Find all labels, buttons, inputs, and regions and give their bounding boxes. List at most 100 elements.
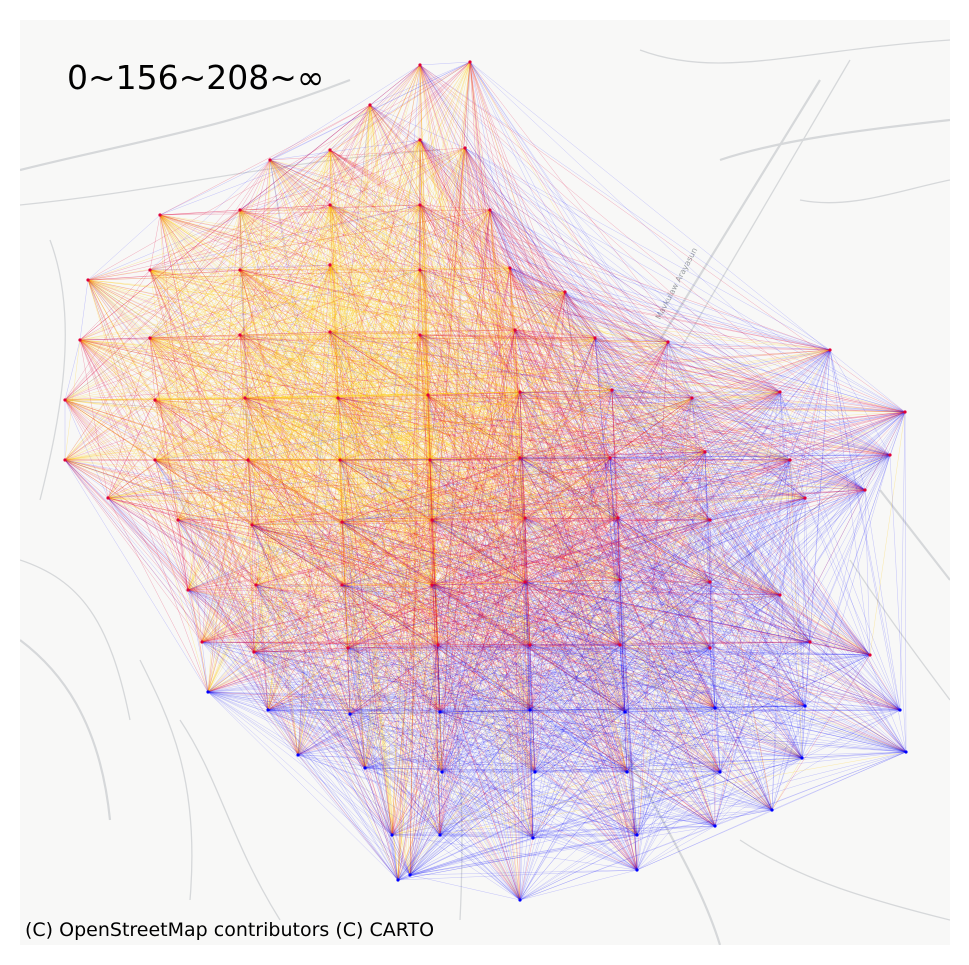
grid-node <box>78 338 82 342</box>
flow-line <box>329 264 366 769</box>
flow-line <box>364 64 421 769</box>
flow-line <box>177 519 209 693</box>
flow-line <box>489 209 806 707</box>
flow-line <box>159 214 721 773</box>
flow-line <box>87 279 343 586</box>
flow-line <box>207 104 371 693</box>
flow-line <box>329 264 433 586</box>
flow-line <box>419 64 781 393</box>
flow-line <box>419 139 534 839</box>
flow-line <box>419 139 711 649</box>
flow-line <box>329 204 443 773</box>
flow-line <box>489 209 511 269</box>
flow-line <box>329 331 711 521</box>
grid-node <box>528 643 532 647</box>
flow-line <box>149 337 866 491</box>
flow-line <box>159 214 257 586</box>
grid-node <box>206 690 210 694</box>
map-canvas[interactable]: Mavkulaw Arayasun <box>20 20 950 945</box>
grid-node <box>63 458 67 462</box>
flow-line <box>329 149 866 491</box>
flow-line <box>239 269 349 649</box>
flow-line <box>329 331 619 519</box>
flow-line <box>207 147 466 693</box>
flow-line <box>154 291 566 461</box>
flow-line <box>419 204 803 759</box>
flow-line <box>149 337 156 401</box>
flow-line <box>431 147 466 586</box>
flow-line <box>149 204 421 271</box>
flow-line <box>341 61 471 523</box>
grid-node <box>518 456 522 460</box>
flow-line <box>239 269 803 759</box>
grid-node <box>618 578 622 582</box>
flow-line <box>207 269 241 693</box>
flow-line <box>469 61 906 413</box>
flow-line <box>239 334 613 391</box>
road-segment <box>179 719 281 921</box>
flow-line <box>419 334 871 656</box>
flow-line <box>239 269 441 713</box>
flow-line <box>154 104 371 401</box>
flow-line <box>239 209 443 773</box>
flow-line <box>329 149 901 711</box>
flow-line <box>329 64 421 333</box>
flow-line <box>87 147 466 281</box>
flow-line <box>269 159 429 396</box>
flow-line <box>419 269 831 351</box>
grid-node <box>186 588 190 592</box>
grid-node <box>523 516 527 520</box>
flow-line <box>239 334 901 711</box>
flow-line <box>297 104 371 756</box>
flow-line <box>239 334 716 709</box>
flow-line <box>64 159 271 461</box>
flow-line <box>329 204 791 461</box>
flow-line <box>489 209 534 839</box>
flow-line <box>239 334 399 881</box>
flow-line <box>464 147 638 871</box>
flow-line <box>149 269 421 339</box>
flow-line <box>431 147 466 521</box>
flow-line <box>329 331 531 646</box>
flow-line <box>469 61 491 211</box>
road-segment <box>639 39 950 64</box>
flow-line <box>427 267 511 396</box>
flow-line <box>149 329 516 339</box>
flow-line <box>489 209 531 646</box>
flow-line <box>149 337 716 827</box>
flow-line <box>329 331 626 713</box>
flow-line <box>329 331 871 656</box>
flow-line <box>419 204 721 773</box>
flow-line <box>239 209 341 461</box>
grid-node <box>346 646 350 650</box>
flow-line <box>244 61 471 399</box>
grid-node <box>238 268 242 272</box>
flow-line <box>239 159 271 211</box>
flow-line <box>269 159 706 453</box>
flow-line <box>269 159 711 649</box>
flow-line <box>364 209 491 769</box>
flow-line <box>269 159 811 643</box>
flow-line <box>419 334 716 709</box>
grid-node <box>898 708 902 712</box>
flow-line <box>239 269 781 393</box>
flow-line <box>255 147 466 586</box>
flow-line <box>159 214 443 773</box>
flow-line <box>149 269 521 393</box>
flow-line <box>419 269 716 709</box>
flow-line <box>149 337 249 461</box>
flow-line <box>329 331 521 459</box>
grid-node <box>296 753 300 757</box>
map-frame[interactable]: Mavkulaw Arayasun <box>20 20 950 945</box>
flow-line <box>79 339 431 461</box>
flow-line <box>64 204 421 401</box>
flow-line <box>187 334 421 591</box>
flow-line <box>149 337 433 586</box>
grid-node <box>863 488 867 492</box>
flow-line <box>87 279 831 351</box>
flow-line <box>419 139 443 773</box>
flow-line <box>149 269 706 453</box>
flow-line <box>64 267 511 461</box>
grid-node <box>153 398 157 402</box>
grid-node <box>635 833 639 837</box>
